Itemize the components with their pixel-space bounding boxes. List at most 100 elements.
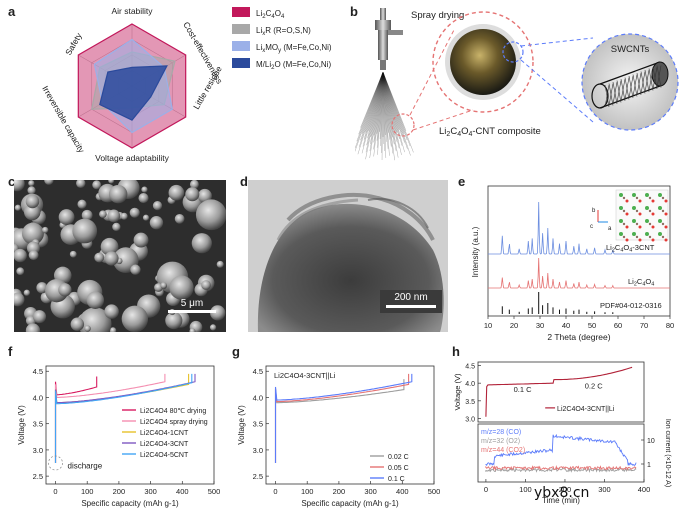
sem-particle	[210, 305, 226, 321]
charge-curve-chart-g: 0 100 200 300 400 500 2.5 3.0 3.5 4.0 4.5 Specific …	[237, 365, 440, 508]
y-tick-label: 3.0	[33, 446, 43, 455]
spray-label: Spray drying	[411, 10, 464, 21]
xrd-trace-label: Li2C4O4-3CNT	[606, 243, 655, 254]
sem-particle	[138, 193, 149, 204]
composite-outline	[432, 11, 534, 113]
nanotube-icon	[591, 61, 669, 109]
xrd-frame	[487, 185, 671, 317]
legend-label: 0.1 C	[388, 476, 405, 483]
series-line	[274, 373, 410, 464]
y-tick-label: 4.0	[465, 381, 475, 388]
radar-series-3	[99, 65, 168, 121]
sem-particle	[120, 212, 128, 220]
panel-label-e: e	[458, 174, 466, 189]
voltage-frame	[477, 361, 645, 423]
panel-label-g: g	[232, 344, 240, 359]
sem-particle	[23, 203, 41, 221]
sem-particle	[84, 325, 91, 332]
x-axis-label: Time (min)	[542, 496, 580, 505]
sem-particle	[100, 237, 119, 256]
zoom-target-circle	[502, 41, 524, 63]
xrd-trace-label: Li2C4O4	[628, 277, 654, 288]
spray-nozzle	[375, 8, 403, 70]
y-tick-label: 1	[647, 462, 651, 469]
sem-particle	[191, 233, 212, 254]
sem-particle	[41, 226, 49, 234]
xrd-xlabel: 2 Theta (degree)	[547, 332, 610, 342]
legend-label: Li2C4O4-5CNT	[140, 452, 189, 459]
series-line	[54, 373, 166, 464]
x-tick-label: 100	[81, 487, 94, 496]
sem-particle	[32, 310, 47, 324]
sem-particle	[58, 283, 72, 297]
sem-particle	[142, 214, 150, 221]
y-tick-label: 3.5	[465, 399, 475, 406]
legend-label: 0.02 C	[388, 454, 409, 461]
y-tick-label: 2.5	[253, 472, 263, 481]
y-tick-label: 3.0	[253, 446, 263, 455]
sem-particle	[21, 222, 44, 245]
legend-label: LixMOy (M=Fe,Co,Ni)	[256, 43, 332, 54]
svg-text:a: a	[608, 226, 612, 232]
xrd-trace-cnt	[488, 201, 670, 255]
sem-particle	[86, 291, 105, 309]
y-tick-label: 3.5	[253, 420, 263, 429]
x-tick-label: 400	[638, 485, 651, 494]
y-tick-label: 4.0	[253, 393, 263, 402]
sem-particle	[14, 248, 27, 263]
radar-chart: Air stability Cost-effectiveness Little …	[40, 6, 225, 163]
legend-swatch	[232, 7, 250, 17]
sem-particles	[14, 180, 226, 332]
sem-particle	[107, 209, 121, 223]
x-tick-label: 300	[598, 485, 611, 494]
tem-scale-bar: 200 nm	[380, 290, 442, 313]
discharge-label: discharge	[68, 461, 103, 470]
series-line	[274, 379, 405, 464]
crystal-axes: b c a	[590, 208, 612, 232]
legend-label: Li2C4O4 80℃ drying	[140, 408, 206, 415]
sem-particle	[70, 317, 85, 331]
sem-particle	[209, 324, 217, 331]
panel-label-a: a	[8, 4, 16, 19]
sem-particle	[160, 282, 167, 289]
panel-label-b: b	[350, 4, 358, 19]
x-tick-label: 0	[53, 487, 57, 496]
gas-legend-label: m/z=28 (CO)	[481, 429, 521, 436]
legend-label: M/Li2O (M=Fe,Co,Ni)	[256, 60, 331, 71]
sem-particle	[201, 280, 211, 290]
sem-particle	[121, 305, 149, 332]
sem-particle	[174, 213, 185, 224]
sem-particle	[28, 180, 35, 187]
legend-label: Li2C4O4	[256, 9, 285, 20]
sem-particle	[152, 200, 163, 211]
sem-particle	[189, 328, 196, 332]
radar-axis-label: Air stability	[111, 6, 153, 16]
sem-particle	[165, 311, 183, 330]
series-line	[54, 373, 193, 464]
sem-particle	[27, 186, 36, 195]
sem-particle	[195, 199, 226, 231]
xrd-tick-label: 60	[614, 321, 622, 330]
y-tick-label: 3.5	[33, 420, 43, 429]
x-tick-label: 0	[484, 485, 488, 494]
rate-label: 0.2 C	[585, 381, 604, 390]
sem-particle	[14, 292, 25, 307]
sem-particle	[130, 264, 141, 275]
y-tick-label: 3.0	[465, 416, 475, 423]
sem-particle	[69, 250, 77, 258]
y-axis-label: Voltage (V)	[17, 405, 26, 445]
x-tick-label: 200	[113, 487, 126, 496]
x-axis-label: Specific capacity (mAh g-1)	[81, 499, 179, 508]
sem-particle	[44, 180, 54, 185]
ion-frame	[477, 423, 645, 483]
panel-label-d: d	[240, 174, 248, 189]
gas-legend-label: m/z=32 (O2)	[481, 438, 520, 445]
sem-particle	[92, 180, 102, 190]
sem-scale-text: 5 μm	[180, 298, 204, 309]
y-axis-label: Ion current (×10-12 A)	[664, 419, 671, 487]
sem-particle	[133, 232, 149, 248]
gas-series-line	[485, 465, 637, 472]
panel-label-f: f	[8, 344, 13, 359]
sem-particle	[109, 327, 117, 332]
